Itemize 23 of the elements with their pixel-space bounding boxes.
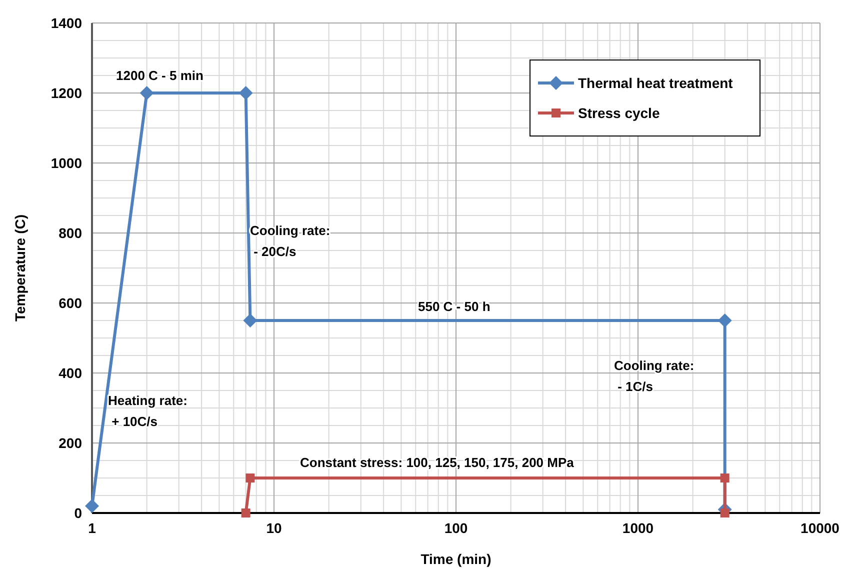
annotation: Cooling rate: - 1C/s <box>614 358 694 394</box>
x-tick-label: 10 <box>266 520 282 536</box>
y-tick-label: 0 <box>74 505 82 521</box>
annotation: Cooling rate: - 20C/s <box>250 223 330 259</box>
y-tick-label: 1400 <box>50 15 82 31</box>
x-tick-label: 100 <box>444 520 468 536</box>
legend-label: Stress cycle <box>578 105 660 121</box>
x-tick-label: 1 <box>88 520 96 536</box>
y-tick-label: 1000 <box>50 155 82 171</box>
x-tick-label: 1000 <box>622 520 654 536</box>
annotation: 1200 C - 5 min <box>116 68 204 83</box>
x-tick-label: 10000 <box>800 520 840 536</box>
annotation: Constant stress: 100, 125, 150, 175, 200 MPa <box>300 455 575 470</box>
x-axis-title: Time (min) <box>420 551 492 567</box>
y-tick-label: 800 <box>58 225 82 241</box>
y-tick-label: 1200 <box>50 85 82 101</box>
annotation: Heating rate: + 10C/s <box>108 393 188 429</box>
y-axis-title: Temperature (C) <box>12 214 28 322</box>
annotation: 550 C - 50 h <box>418 299 490 314</box>
y-tick-label: 200 <box>58 435 82 451</box>
y-tick-label: 600 <box>58 295 82 311</box>
legend-label: Thermal heat treatment <box>578 75 734 91</box>
y-tick-label: 400 <box>58 365 82 381</box>
